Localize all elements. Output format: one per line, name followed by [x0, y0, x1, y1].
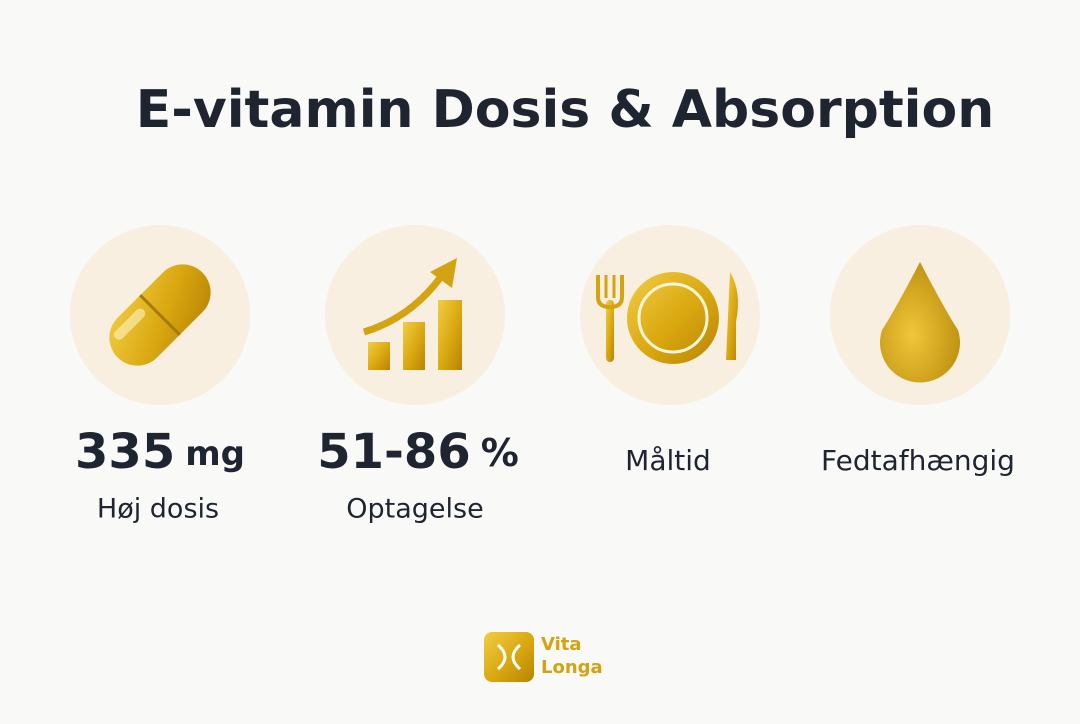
logo-text: Vita — [541, 634, 582, 655]
value: 335 — [75, 424, 175, 480]
drop-icon — [879, 262, 960, 383]
absorption-value: 51-86% — [317, 424, 519, 480]
title: E-vitamin Dosis & Absorption — [136, 80, 995, 140]
fat-label: Fedtafhængig — [821, 444, 1015, 477]
absorption-label: Optagelse — [346, 494, 483, 525]
value: 51-86 — [317, 424, 471, 480]
pill-icon — [109, 264, 211, 366]
growth-icon — [362, 258, 462, 370]
dose-label: Høj dosis — [97, 494, 219, 525]
meal-icon — [596, 272, 738, 364]
unit: mg — [185, 434, 245, 474]
icon-bg — [325, 225, 505, 405]
meal-label: Måltid — [625, 444, 711, 477]
dose-value: 335 mg — [75, 424, 245, 480]
logo: Vita Longa — [484, 632, 603, 682]
logo-icon — [484, 632, 534, 682]
icons — [70, 225, 1010, 405]
unit: % — [481, 431, 519, 475]
logo-text: Longa — [541, 657, 603, 678]
